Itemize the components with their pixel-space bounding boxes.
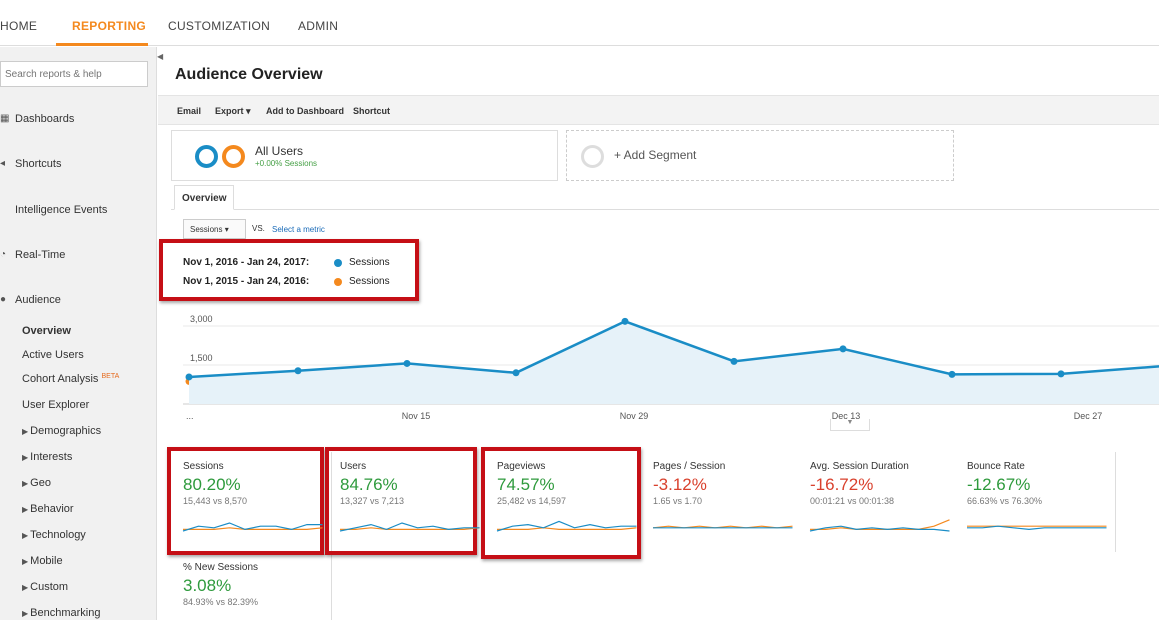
scorecard-new-sessions[interactable]: % New Sessions 3.08% 84.93% vs 82.39%: [183, 562, 323, 618]
x-tick-label: Dec 13: [832, 411, 861, 421]
segment-all-users[interactable]: All Users +0.00% Sessions: [171, 130, 558, 181]
scorecard-users[interactable]: Users 84.76% 13,327 vs 7,213: [340, 461, 480, 531]
sidebar-sub-behavior[interactable]: ▶ Behavior: [22, 503, 74, 515]
sidebar-sub-technology[interactable]: ▶ Technology: [22, 529, 86, 541]
expand-arrow-icon: ▶: [22, 479, 29, 488]
y-tick-label: 1,500: [190, 353, 213, 363]
chevron-left-icon[interactable]: ◀: [157, 52, 164, 61]
sidebar-sub-active-users[interactable]: Active Users: [22, 349, 84, 361]
expand-arrow-icon: ▶: [22, 531, 29, 540]
sidebar-sub-mobile[interactable]: ▶ Mobile: [22, 555, 63, 567]
expand-arrow-icon: ▶: [22, 505, 29, 514]
empty-segment-circle-icon: [581, 145, 604, 168]
x-tick-label: Nov 15: [402, 411, 431, 421]
tab-reporting[interactable]: REPORTING: [72, 19, 147, 33]
segment-orange-circle-icon: [222, 145, 245, 168]
data-point: [948, 370, 956, 378]
legend-dot-blue: [334, 259, 342, 267]
y-tick-label: 3,000: [190, 314, 213, 324]
data-point: [730, 357, 738, 365]
date-range-legend: Nov 1, 2016 - Jan 24, 2017: Sessions Nov…: [159, 239, 419, 301]
scorecard-pages-per-session[interactable]: Pages / Session -3.12% 1.65 vs 1.70: [653, 461, 793, 531]
select-metric-link[interactable]: Select a metric: [272, 225, 325, 234]
series-area: [189, 321, 1159, 404]
top-nav: HOME REPORTING CUSTOMIZATION ADMIN: [0, 0, 1159, 46]
add-to-dashboard-button[interactable]: Add to Dashboard: [266, 106, 344, 116]
expand-arrow-icon: ▶: [22, 609, 29, 618]
legend-row-current: Nov 1, 2016 - Jan 24, 2017: Sessions: [183, 257, 390, 268]
sidebar-sub-geo[interactable]: ▶ Geo: [22, 477, 51, 489]
active-tab-indicator: [56, 43, 148, 46]
clock-icon: ◔: [0, 249, 7, 260]
data-point: [512, 369, 520, 377]
shortcut-icon: ◂: [0, 158, 6, 169]
data-point: [403, 359, 411, 367]
x-tick-label: ...: [186, 411, 194, 421]
segment-blue-circle-icon: [195, 145, 218, 168]
tab-admin[interactable]: ADMIN: [298, 19, 339, 33]
scorecard-bounce-rate[interactable]: Bounce Rate -12.67% 66.63% vs 76.30%: [967, 461, 1112, 531]
expand-arrow-icon: ▶: [22, 583, 29, 592]
tab-customization[interactable]: CUSTOMIZATION: [168, 19, 271, 33]
chevron-down-icon: ▾: [224, 225, 229, 234]
scorecard-sessions[interactable]: Sessions 80.20% 15,443 vs 8,570: [183, 461, 323, 531]
dashboard-icon: ▦: [0, 113, 10, 124]
sidebar: ▦ Dashboards ◂ Shortcuts Intelligence Ev…: [0, 47, 157, 620]
sidebar-sub-custom[interactable]: ▶ Custom: [22, 581, 69, 593]
tab-overview[interactable]: Overview: [174, 185, 234, 210]
data-point: [294, 367, 302, 375]
data-point: [1057, 370, 1065, 378]
data-point: [621, 317, 629, 325]
scorecard-pageviews[interactable]: Pageviews 74.57% 25,482 vs 14,597: [497, 461, 637, 531]
expand-arrow-icon: ▶: [22, 453, 29, 462]
expand-arrow-icon: ▶: [22, 427, 29, 436]
scorecard-avg-session-duration[interactable]: Avg. Session Duration -16.72% 00:01:21 v…: [810, 461, 955, 531]
sidebar-sub-demographics[interactable]: ▶ Demographics: [22, 425, 102, 437]
beta-badge: BETA: [101, 373, 120, 380]
segment-subtitle: +0.00% Sessions: [255, 159, 318, 168]
search-input[interactable]: [0, 61, 148, 87]
x-tick-label: Nov 29: [620, 411, 649, 421]
legend-dot-orange: [334, 278, 342, 286]
sidebar-sub-benchmarking[interactable]: ▶ Benchmarking: [22, 607, 101, 619]
sidebar-sub-overview[interactable]: Overview: [22, 325, 71, 337]
x-tick-label: Dec 27: [1074, 411, 1103, 421]
person-icon: ●: [0, 294, 7, 305]
scorecard-divider: [170, 554, 331, 555]
sidebar-sub-interests[interactable]: ▶ Interests: [22, 451, 73, 463]
page-title: Audience Overview: [175, 66, 323, 83]
export-button[interactable]: Export ▾: [215, 106, 251, 116]
tab-home[interactable]: HOME: [0, 19, 38, 33]
legend-row-previous: Nov 1, 2015 - Jan 24, 2016: Sessions: [183, 276, 390, 287]
scorecard-divider: [1115, 452, 1116, 552]
data-point: [839, 345, 847, 353]
chevron-down-icon: ▾: [246, 106, 251, 116]
add-segment[interactable]: + Add Segment: [566, 130, 954, 181]
sidebar-sub-cohort-analysis[interactable]: Cohort Analysis BETA: [22, 373, 120, 385]
series-line: [188, 319, 1159, 379]
shortcut-button[interactable]: Shortcut: [353, 106, 390, 116]
segment-title: All Users: [255, 144, 304, 158]
report-toolbar: Email Export ▾ Add to Dashboard Shortcut: [158, 95, 1159, 125]
chevron-down-icon[interactable]: ▼: [830, 419, 870, 431]
scorecard-divider: [331, 452, 332, 620]
tab-bar-line: [171, 209, 1159, 210]
email-button[interactable]: Email: [177, 106, 202, 116]
metric-select[interactable]: Sessions ▾: [183, 219, 246, 239]
data-point: [185, 373, 193, 381]
expand-arrow-icon: ▶: [22, 557, 29, 566]
add-segment-label: + Add Segment: [614, 148, 697, 162]
sidebar-sub-user-explorer[interactable]: User Explorer: [22, 399, 90, 411]
vs-label: VS.: [252, 224, 265, 233]
